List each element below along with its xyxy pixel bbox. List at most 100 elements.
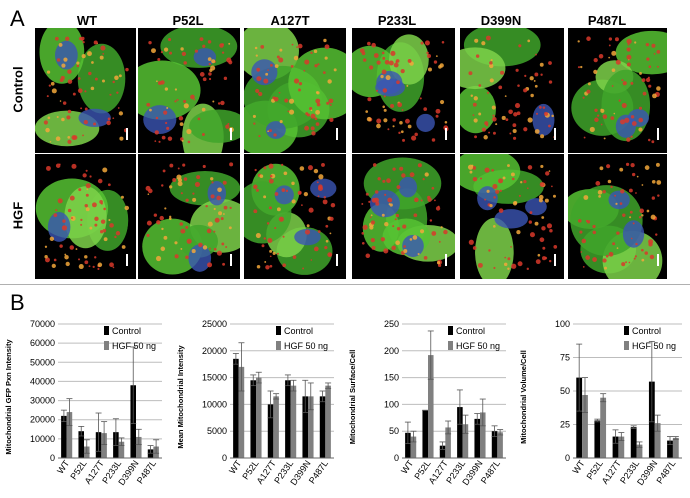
y-tick-label: 5000: [207, 426, 227, 436]
column-label-p233l: P233L: [377, 13, 417, 28]
y-tick-label: 20000: [30, 415, 55, 425]
column-label-p487l: P487L: [587, 13, 627, 28]
panel-a-letter: A: [10, 6, 25, 31]
bar-hgf-a127t: [445, 427, 451, 458]
x-tick-label: P487L: [135, 458, 158, 485]
legend-label-control: Control: [456, 326, 485, 336]
micrograph-control-p487l: [568, 28, 667, 153]
bar-control-p52l: [422, 410, 428, 458]
legend-swatch-hgf: [624, 341, 629, 350]
y-tick-label: 0: [222, 453, 227, 463]
micrograph-hgf-d399n: [460, 154, 564, 279]
micrograph-control-a127t: [244, 28, 346, 153]
y-tick-label: 0: [565, 453, 570, 463]
bar-control-p233l: [630, 427, 637, 458]
legend-swatch-hgf: [276, 341, 281, 350]
chart-mito-gfp-pxn-intensity: 0 10000 20000 30000 40000 50000 60000 70000 Mito…: [4, 319, 162, 487]
y-axis-label: Mitochondrial GFP Pxn Intensity: [4, 339, 13, 455]
bar-control-p487l: [491, 431, 498, 458]
y-tick-label: 40000: [30, 376, 55, 386]
y-tick-label: 100: [384, 399, 399, 409]
bar-control-p233l: [285, 380, 291, 458]
bar-hgf-d399n: [480, 412, 486, 458]
bar-hgf-p233l: [118, 441, 125, 458]
bar-control-wt: [61, 415, 67, 458]
bar-hgf-wt: [582, 395, 588, 458]
micrograph-hgf-p52l: [138, 154, 240, 279]
column-label-a127t: A127T: [270, 13, 310, 28]
bar-control-d399n: [302, 396, 308, 458]
x-tick-label: WT: [571, 458, 588, 476]
legend-swatch-control: [624, 326, 629, 335]
bar-hgf-wt: [238, 366, 245, 458]
y-tick-label: 0: [50, 453, 55, 463]
micrograph-control-wt: [35, 28, 136, 153]
bar-control-wt: [405, 432, 411, 458]
x-tick-label: P487L: [479, 458, 502, 485]
legend-label-hgf: HGF 50 ng: [112, 341, 156, 351]
micrograph-control-p52l: [138, 28, 240, 153]
legend-swatch-control: [276, 326, 281, 335]
legend-label-control: Control: [284, 326, 313, 336]
bar-control-p52l: [250, 380, 256, 458]
bar-hgf-p233l: [636, 444, 643, 458]
row-label-control: Control: [10, 66, 26, 113]
y-tick-label: 0: [394, 453, 399, 463]
bar-hgf-wt: [66, 412, 73, 458]
bar-control-d399n: [474, 418, 480, 458]
bar-hgf-wt: [410, 436, 417, 458]
y-axis-label: Mean Mitochondrial Intensity: [176, 345, 185, 449]
bar-control-p487l: [319, 396, 326, 458]
row-label-hgf: HGF: [10, 201, 26, 230]
x-tick-label: P487L: [307, 458, 330, 485]
y-tick-label: 150: [384, 373, 399, 383]
bar-hgf-p233l: [462, 424, 469, 458]
bar-hgf-p52l: [600, 397, 607, 458]
micrograph-hgf-wt: [35, 154, 136, 279]
bar-hgf-d399n: [136, 436, 142, 458]
legend-swatch-hgf: [448, 341, 453, 350]
bar-control-a127t: [439, 445, 446, 458]
micrograph-control-d399n: [460, 28, 564, 153]
y-tick-label: 60000: [30, 338, 55, 348]
column-label-d399n: D399N: [480, 13, 522, 28]
bar-hgf-p52l: [256, 377, 262, 458]
x-tick-label: P487L: [654, 458, 677, 485]
y-axis-label: Mitochondrial Surface/Cell: [348, 350, 357, 445]
y-tick-label: 50: [560, 386, 570, 396]
bar-control-p487l: [667, 440, 673, 458]
bar-hgf-p487l: [497, 432, 503, 458]
column-label-p52l: P52L: [172, 13, 204, 28]
bar-hgf-d399n: [654, 423, 661, 458]
legend-swatch-control: [104, 326, 109, 335]
legend-label-hgf: HGF 50 ng: [456, 341, 500, 351]
y-tick-label: 75: [560, 353, 570, 363]
y-tick-label: 25000: [202, 319, 227, 329]
bar-control-a127t: [612, 436, 619, 458]
bar-control-wt: [576, 377, 583, 458]
bar-control-p52l: [594, 420, 601, 458]
legend-label-control: Control: [632, 326, 661, 336]
y-tick-label: 10000: [30, 434, 55, 444]
y-tick-label: 250: [384, 319, 399, 329]
legend-label-hgf: HGF 50 ng: [284, 341, 328, 351]
y-tick-label: 15000: [202, 373, 227, 383]
y-tick-label: 10000: [202, 399, 227, 409]
panel-divider: [0, 284, 690, 285]
bar-hgf-d399n: [308, 396, 314, 458]
micrograph-hgf-p233l: [352, 154, 455, 279]
micrograph-hgf-p487l: [568, 154, 667, 279]
bar-control-wt: [233, 358, 239, 458]
micrograph-control-p233l: [352, 28, 455, 153]
bar-control-p487l: [147, 449, 154, 458]
y-tick-label: 200: [384, 346, 399, 356]
bar-hgf-p487l: [325, 385, 331, 458]
y-tick-label: 100: [555, 319, 570, 329]
bar-hgf-a127t: [273, 396, 279, 458]
legend-swatch-hgf: [104, 341, 109, 350]
y-axis-label: Mitochondrial Volume/Cell: [519, 350, 528, 444]
bar-hgf-p233l: [290, 385, 297, 458]
bar-control-p52l: [78, 431, 84, 458]
bar-hgf-a127t: [101, 433, 107, 458]
